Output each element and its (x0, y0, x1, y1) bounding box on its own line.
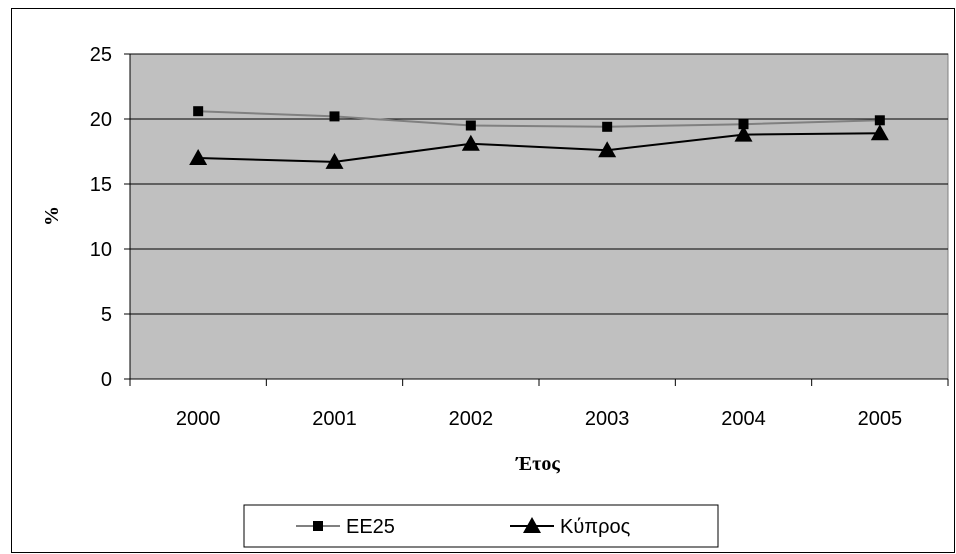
data-point (602, 121, 613, 132)
legend-label: ΕΕ25 (346, 516, 395, 538)
plot-area (129, 53, 949, 380)
y-tick-label: 20 (90, 109, 112, 131)
legend: ΕΕ25 Κύπρος (243, 504, 719, 548)
legend-items: ΕΕ25 Κύπρος (296, 516, 631, 538)
data-point (465, 120, 476, 131)
legend-item: Κύπρος (510, 516, 631, 538)
series-1 (193, 106, 885, 132)
x-tick-label: 2003 (585, 408, 630, 430)
series-2 (189, 124, 889, 169)
x-tick-label: 2002 (449, 408, 494, 430)
data-point (598, 141, 617, 158)
y-tick-label: 10 (90, 239, 112, 261)
legend-item: ΕΕ25 (296, 516, 395, 538)
data-point (193, 106, 204, 117)
data-point (325, 152, 344, 169)
data-point (461, 134, 480, 151)
x-tick-labels: 2000 2001 2002 2003 2004 2005 (176, 408, 902, 430)
axes (124, 53, 949, 386)
y-tick-label: 15 (90, 174, 112, 196)
data-point (734, 125, 753, 142)
series-line (198, 110, 880, 128)
x-tick-label: 2001 (312, 408, 357, 430)
x-tick-label: 2005 (858, 408, 903, 430)
data-point (870, 124, 889, 141)
y-tick-label: 25 (90, 44, 112, 66)
legend-marker (313, 521, 323, 531)
x-axis-title: Έτος (515, 453, 560, 475)
legend-marker (523, 517, 541, 533)
series-layer (189, 106, 889, 169)
x-tick-label: 2000 (176, 408, 221, 430)
y-axis-title: % (41, 206, 63, 226)
data-point (329, 111, 340, 122)
data-point (189, 149, 208, 165)
x-tick-label: 2004 (721, 408, 766, 430)
series-line (198, 132, 880, 163)
y-tick-label: 5 (101, 304, 112, 326)
gridlines (130, 53, 948, 315)
y-tick-label: 0 (101, 369, 112, 391)
legend-label: Κύπρος (560, 516, 631, 538)
data-point (874, 115, 885, 126)
y-tick-labels: 0 5 10 15 20 25 (90, 44, 112, 391)
